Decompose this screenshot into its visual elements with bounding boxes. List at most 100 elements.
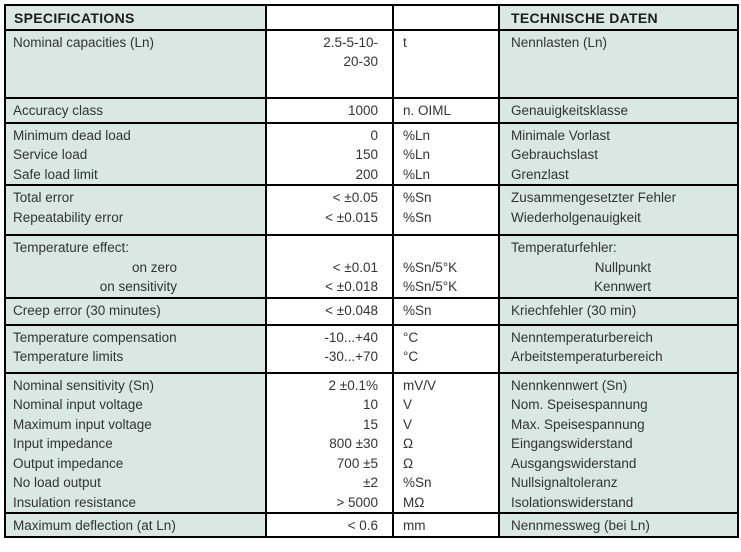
errors-unit-line: %Sn [403, 190, 432, 205]
temperature-effect-german-line: Temperaturfehler: [511, 240, 617, 255]
temperature-effect-unit-line [395, 238, 497, 258]
creep-error-german-cell: Kriechfehler (30 min) [498, 296, 739, 326]
accuracy-class-spec-line: Accuracy class [13, 102, 104, 118]
temperature-effect-german-line: Nullpunkt [594, 259, 651, 275]
errors-spec-line: Total error [13, 190, 74, 205]
electrical-value-line: > 5000 [336, 494, 378, 510]
nominal-capacities-spec-cell: Nominal capacities (Ln) [4, 28, 267, 99]
accuracy-class-german-line: Genauigkeitsklasse [511, 102, 629, 118]
errors-german-cell: Zusammengesetzter Fehler Wiederholgenauig… [498, 184, 739, 236]
nominal-capacities-value-line: 2.5-5-10- [323, 34, 378, 50]
electrical-spec-line: Maximum input voltage [13, 416, 152, 432]
header-technische-daten: TECHNISCHE DATEN [498, 4, 739, 31]
max-deflection-spec-cell: Maximum deflection (at Ln) [4, 512, 267, 538]
load-limits-value-cell: 0 150 200 [265, 121, 394, 186]
electrical-german-line: Ausgangswiderstand [511, 455, 637, 471]
errors-value-cell: < ±0.05 < ±0.015 [265, 184, 394, 236]
errors-value-line: < ±0.05 [332, 190, 378, 205]
max-deflection-spec-line: Maximum deflection (at Ln) [13, 518, 176, 533]
electrical-spec-line: No load output [13, 475, 101, 490]
electrical-unit-line: Ω [403, 436, 414, 451]
electrical-unit-line: Ω [403, 455, 414, 471]
electrical-german-line: Isolationswiderstand [511, 494, 634, 510]
electrical-german-line: Max. Speisespannung [511, 416, 645, 432]
header-empty-unit-cell [392, 4, 500, 31]
errors-value-line: < ±0.015 [325, 209, 378, 225]
accuracy-class-german-cell: Genauigkeitsklasse [498, 96, 739, 124]
temperature-range-german-cell: Nenntemperaturbereich Arbeitstemperaturbe… [498, 323, 739, 374]
electrical-value-cell: 2 ±0.1% 10 15 800 ±30 700 ±5 ±2 > 5000 [265, 371, 394, 514]
electrical-unit-line: mV/V [403, 377, 437, 393]
max-deflection-german-cell: Nennmessweg (bei Ln) [498, 512, 739, 538]
max-deflection-unit-cell: mm [392, 512, 500, 538]
temperature-effect-value-line: < ±0.01 [332, 259, 378, 275]
temperature-range-spec-cell: Temperature compensation Temperature limi… [4, 323, 267, 374]
load-limits-spec-line: Service load [13, 147, 88, 162]
electrical-value-line: 700 ±5 [336, 455, 378, 471]
temperature-range-unit-line: °C [403, 349, 419, 364]
nominal-capacities-german-line: Nennlasten (Ln) [511, 34, 608, 50]
nominal-capacities-german-cell: Nennlasten (Ln) [498, 28, 739, 99]
load-limits-spec-cell: Minimum dead load Service load Safe load l… [4, 121, 267, 186]
table-row-load-limits: Minimum dead load Service load Safe load l… [4, 121, 739, 186]
creep-error-german-line: Kriechfehler (30 min) [511, 302, 637, 318]
temperature-effect-german-line: Kennwert [593, 279, 651, 294]
table-row-temperature-effect: Temperature effect: on zero on sensitivity… [4, 234, 739, 299]
load-limits-unit-line: %Ln [403, 166, 431, 182]
temperature-range-value-line: -30...+70 [324, 349, 378, 364]
electrical-value-line: 10 [362, 397, 378, 412]
electrical-value-line: ±2 [363, 475, 378, 490]
accuracy-class-unit-cell: n. OIML [392, 96, 500, 124]
errors-unit-cell: %Sn %Sn [392, 184, 500, 236]
temperature-range-value-line: -10...+40 [324, 329, 378, 345]
load-limits-spec-line: Safe load limit [13, 166, 98, 182]
max-deflection-unit-line: mm [403, 518, 426, 533]
temperature-range-spec-line: Temperature limits [13, 349, 124, 364]
header-empty-value-cell [265, 4, 394, 31]
max-deflection-value-cell: < 0.6 [265, 512, 394, 538]
load-limits-unit-cell: %Ln %Ln %Ln [392, 121, 500, 186]
table-header-row: SPECIFICATIONS TECHNISCHE DATEN [4, 4, 739, 31]
specifications-table: SPECIFICATIONS TECHNISCHE DATEN Nominal … [4, 4, 739, 538]
header-technische-daten-label: TECHNISCHE DATEN [511, 10, 658, 26]
electrical-unit-line: %Sn [403, 475, 432, 490]
load-limits-german-cell: Minimale Vorlast Gebrauchslast Grenzlast [498, 121, 739, 186]
load-limits-unit-line: %Ln [403, 147, 431, 162]
header-specifications: SPECIFICATIONS [4, 4, 267, 31]
electrical-german-line: Eingangswiderstand [511, 436, 633, 451]
temperature-effect-spec-line: Temperature effect: [13, 240, 130, 255]
max-deflection-german-line: Nennmessweg (bei Ln) [511, 518, 650, 533]
accuracy-class-spec-cell: Accuracy class [4, 96, 267, 124]
electrical-german-line: Nennkennwert (Sn) [511, 377, 628, 393]
temperature-range-unit-line: °C [403, 329, 419, 345]
temperature-effect-german-cell: Temperaturfehler: Nullpunkt Kennwert [498, 234, 739, 299]
load-limits-spec-line: Minimum dead load [13, 127, 131, 143]
temperature-effect-unit-cell: %Sn/5°K %Sn/5°K [392, 234, 500, 299]
electrical-value-line: 2 ±0.1% [328, 377, 378, 393]
table-row-electrical: Nominal sensitivity (Sn) Nominal input vo… [4, 371, 739, 514]
errors-spec-cell: Total error Repeatability error [4, 184, 267, 236]
table-row-max-deflection: Maximum deflection (at Ln) < 0.6 mm Nennmes… [4, 512, 739, 538]
electrical-german-cell: Nennkennwert (Sn) Nom. Speisespannung Max.… [498, 371, 739, 514]
temperature-range-spec-line: Temperature compensation [13, 329, 177, 345]
nominal-capacities-unit-cell: t [392, 28, 500, 99]
electrical-unit-cell: mV/V V V Ω Ω %Sn MΩ [392, 371, 500, 514]
electrical-spec-line: Nominal sensitivity (Sn) [13, 377, 155, 393]
load-limits-value-line: 0 [370, 127, 378, 143]
load-limits-german-line: Grenzlast [511, 166, 569, 182]
creep-error-spec-cell: Creep error (30 minutes) [4, 296, 267, 326]
electrical-spec-line: Output impedance [13, 455, 124, 471]
errors-german-line: Wiederholgenauigkeit [511, 209, 641, 225]
table-row-errors: Total error Repeatability error < ±0.05 < ±… [4, 184, 739, 236]
creep-error-value-cell: < ±0.048 [265, 296, 394, 326]
nominal-capacities-value-line: 20-30 [343, 54, 378, 69]
max-deflection-value-line: < 0.6 [347, 518, 378, 533]
load-limits-value-line: 150 [355, 147, 378, 162]
temperature-effect-value-line: < ±0.018 [325, 279, 378, 294]
temperature-range-value-cell: -10...+40 -30...+70 [265, 323, 394, 374]
electrical-german-line: Nom. Speisespannung [511, 397, 648, 412]
accuracy-class-value-line: 1000 [347, 102, 378, 118]
electrical-spec-line: Nominal input voltage [13, 397, 143, 412]
temperature-range-german-line: Arbeitstemperaturbereich [511, 349, 663, 364]
